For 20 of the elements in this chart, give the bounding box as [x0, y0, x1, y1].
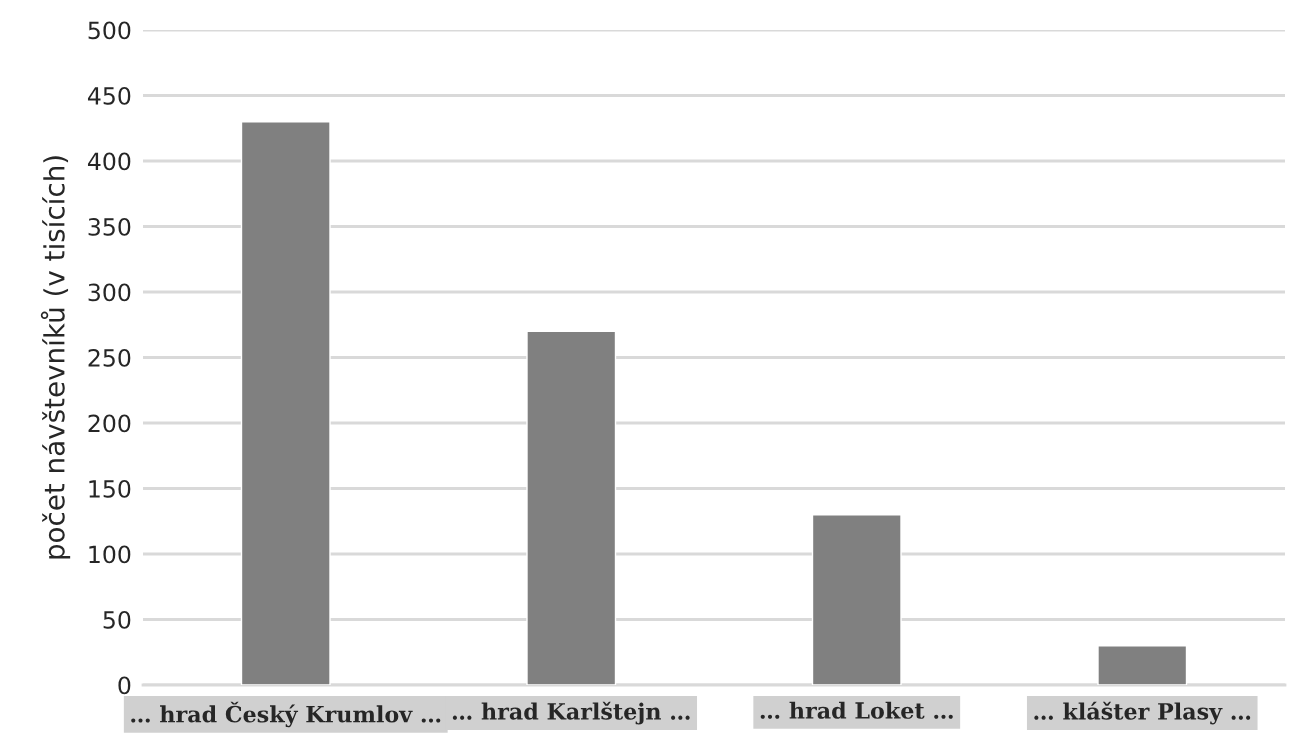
y-tick-label: 50	[103, 610, 131, 629]
y-axis-title: počet návštevníků (v tisících)	[40, 156, 71, 559]
bar	[811, 514, 902, 685]
y-tick-label: 300	[88, 283, 131, 302]
y-tick-label: 100	[89, 545, 131, 564]
bar	[240, 121, 331, 685]
x-tick-label: … hrad Karlštejn …	[452, 701, 690, 725]
y-tick-label: 450	[87, 86, 131, 105]
y-tick-label: 0	[118, 676, 131, 695]
y-tick-label: 150	[89, 479, 131, 498]
y-tick-label: 500	[88, 21, 131, 40]
bar	[1097, 645, 1188, 685]
x-tick-label: … hrad Loket …	[760, 701, 953, 719]
y-tick-label: 250	[88, 348, 131, 367]
y-tick-label: 200	[88, 414, 131, 433]
x-tick-label: … klášter Plasy …	[1034, 701, 1251, 725]
x-tick-label: … hrad Český Krumlov …	[131, 701, 441, 728]
bar	[526, 330, 617, 685]
y-tick-label: 400	[87, 152, 131, 171]
y-tick-label: 350	[88, 217, 131, 236]
